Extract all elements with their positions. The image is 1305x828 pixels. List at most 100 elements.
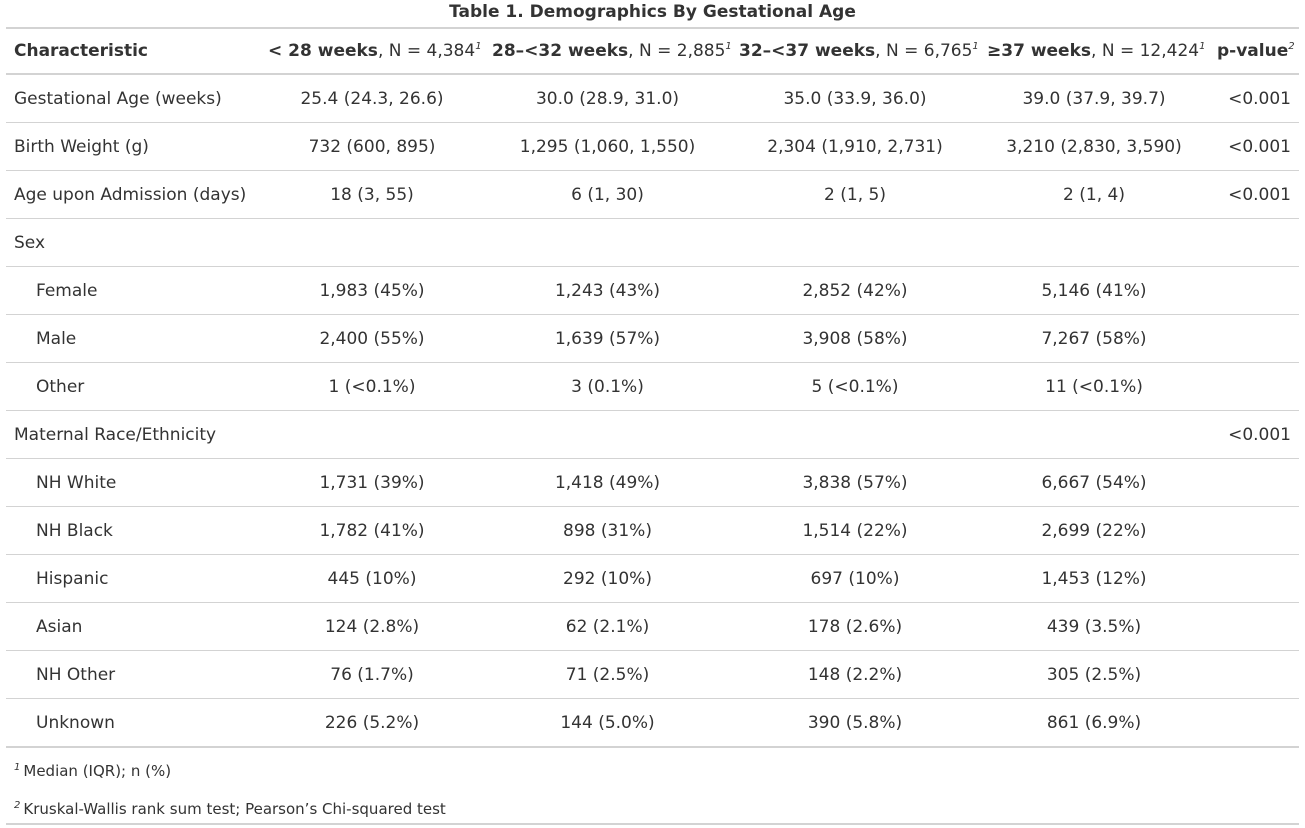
table-cell: 5,146 (41%) [979,266,1209,315]
p-value-cell [1209,554,1299,603]
table-cell [731,410,979,459]
table-cell: 732 (600, 895) [260,122,484,171]
table-cell: 445 (10%) [260,554,484,603]
p-value-cell [1209,362,1299,411]
table-cell [484,218,731,267]
table-cell [260,218,484,267]
row-label: Asian [6,602,260,651]
table-cell: 1,418 (49%) [484,458,731,507]
table-cell: 3,908 (58%) [731,314,979,363]
table-cell [260,410,484,459]
table-cell: 76 (1.7%) [260,650,484,699]
table-cell: 2,852 (42%) [731,266,979,315]
table-row: Hispanic 445 (10%) 292 (10%) 697 (10%) 1,453… [6,554,1299,603]
p-value-cell [1209,458,1299,507]
table-cell: 226 (5.2%) [260,698,484,748]
table-row: Other 1 (<0.1%) 3 (0.1%) 5 (<0.1%) 11 (<0.1%… [6,362,1299,411]
p-value-cell: <0.001 [1209,122,1299,171]
column-header-pvalue: p-value2 [1209,29,1299,75]
table-row: Asian 124 (2.8%) 62 (2.1%) 178 (2.6%) 439 (3… [6,602,1299,651]
table-cell: 71 (2.5%) [484,650,731,699]
footnotes: 1 Median (IQR); n (%) 2 Kruskal-Wallis ran… [14,752,446,828]
table-row: Male 2,400 (55%) 1,639 (57%) 3,908 (58%) 7,2… [6,314,1299,363]
table-cell [979,410,1209,459]
p-value-cell: <0.001 [1209,170,1299,219]
table-row: NH White 1,731 (39%) 1,418 (49%) 3,838 (57%… [6,458,1299,507]
row-label: Hispanic [6,554,260,603]
table-cell: 6,667 (54%) [979,458,1209,507]
table-cell: 292 (10%) [484,554,731,603]
row-label: NH Other [6,650,260,699]
table-cell: 2,699 (22%) [979,506,1209,555]
table-cell: 3,210 (2,830, 3,590) [979,122,1209,171]
table-cell: 25.4 (24.3, 26.6) [260,74,484,123]
table-cell: 3,838 (57%) [731,458,979,507]
table-cell [979,218,1209,267]
table-cell: 439 (3.5%) [979,602,1209,651]
table-cell [731,218,979,267]
row-label: Birth Weight (g) [6,122,260,171]
table-cell: 178 (2.6%) [731,602,979,651]
table-cell: 7,267 (58%) [979,314,1209,363]
row-label: Gestational Age (weeks) [6,74,260,123]
column-header-32to37: 32–<37 weeks, N = 6,7651 [731,29,979,75]
column-header-ge37: ≥37 weeks, N = 12,4241 [979,29,1209,75]
table-row: NH Other 76 (1.7%) 71 (2.5%) 148 (2.2%) 305 … [6,650,1299,699]
p-value-cell [1209,698,1299,748]
p-value-cell [1209,602,1299,651]
p-value-cell [1209,650,1299,699]
bottom-rule [6,823,1299,825]
row-label: Unknown [6,698,260,748]
table-cell: 2,400 (55%) [260,314,484,363]
table-cell: 1,453 (12%) [979,554,1209,603]
table-cell: 3 (0.1%) [484,362,731,411]
table-cell: 390 (5.8%) [731,698,979,748]
row-label: Female [6,266,260,315]
p-value-cell: <0.001 [1209,410,1299,459]
row-label: Age upon Admission (days) [6,170,260,219]
row-label: Other [6,362,260,411]
table-row: Birth Weight (g) 732 (600, 895) 1,295 (1,0… [6,122,1299,171]
table-cell: 1,782 (41%) [260,506,484,555]
table-cell: 6 (1, 30) [484,170,731,219]
p-value-cell [1209,218,1299,267]
table-cell: 2,304 (1,910, 2,731) [731,122,979,171]
table-cell: 124 (2.8%) [260,602,484,651]
footnote: 2 Kruskal-Wallis rank sum test; Pearson’s… [14,800,446,818]
row-label: Sex [6,218,260,267]
footnote: 1 Median (IQR); n (%) [14,762,172,780]
table-cell: 1 (<0.1%) [260,362,484,411]
table-cell: 2 (1, 5) [731,170,979,219]
table-cell: 898 (31%) [484,506,731,555]
table-cell: 2 (1, 4) [979,170,1209,219]
table-cell [484,410,731,459]
row-label: NH White [6,458,260,507]
header-row: Characteristic < 28 weeks, N = 4,3841 28… [6,29,1299,75]
table-cell: 1,243 (43%) [484,266,731,315]
table-cell: 30.0 (28.9, 31.0) [484,74,731,123]
table-row: Maternal Race/Ethnicity <0.001 [6,410,1299,459]
table-body: Gestational Age (weeks) 25.4 (24.3, 26.6)… [6,74,1299,748]
table-cell: 5 (<0.1%) [731,362,979,411]
table-cell: 1,514 (22%) [731,506,979,555]
table-cell: 1,983 (45%) [260,266,484,315]
table-cell: 35.0 (33.9, 36.0) [731,74,979,123]
p-value-cell [1209,314,1299,363]
column-header-28to32: 28–<32 weeks, N = 2,8851 [484,29,732,75]
row-label: Maternal Race/Ethnicity [6,410,260,459]
table-cell: 1,731 (39%) [260,458,484,507]
column-header-characteristic: Characteristic [6,29,260,75]
table-cell: 305 (2.5%) [979,650,1209,699]
p-value-cell [1209,506,1299,555]
table-row: NH Black 1,782 (41%) 898 (31%) 1,514 (22%) 2… [6,506,1299,555]
table-cell: 861 (6.9%) [979,698,1209,748]
table-row: Unknown 226 (5.2%) 144 (5.0%) 390 (5.8%) 861… [6,698,1299,748]
table-row: Female 1,983 (45%) 1,243 (43%) 2,852 (42%) 5… [6,266,1299,315]
top-rule [6,27,1299,29]
table-cell: 144 (5.0%) [484,698,731,748]
table-cell: 62 (2.1%) [484,602,731,651]
table-cell: 1,295 (1,060, 1,550) [484,122,731,171]
table-cell: 697 (10%) [731,554,979,603]
table-row: Gestational Age (weeks) 25.4 (24.3, 26.6)… [6,74,1299,123]
